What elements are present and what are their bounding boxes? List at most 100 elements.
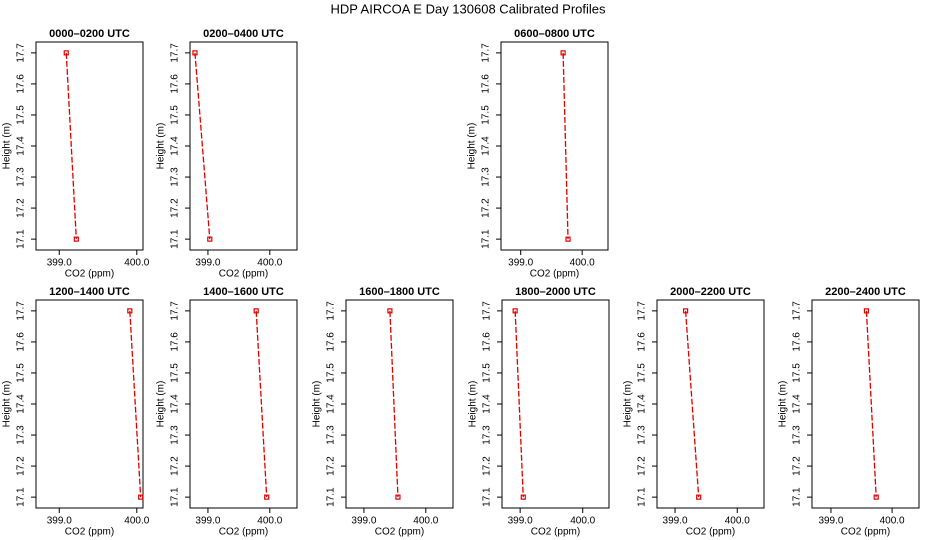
y-axis-label: Height (m) [2, 123, 13, 170]
y-axis-label: Height (m) [2, 381, 13, 428]
y-tick-label: 17.6 [637, 332, 648, 352]
panel: 1600–1800 UTC CO2 (ppm) Height (m) 399.0 400… [312, 286, 454, 538]
x-axis-label: CO2 (ppm) [375, 527, 424, 538]
data-point [512, 308, 518, 314]
y-tick-label: 17.5 [326, 363, 337, 383]
x-tick-label: 399.0 [47, 258, 72, 269]
y-axis-label: Height (m) [156, 123, 167, 170]
data-point [73, 236, 79, 242]
y-tick-label: 17.3 [170, 425, 181, 445]
y-tick-label: 17.2 [170, 456, 181, 476]
data-point [253, 308, 259, 314]
panel: 1200–1400 UTC CO2 (ppm) Height (m) 399.0 400… [2, 286, 150, 538]
panel-title: 1400–1600 UTC [203, 286, 284, 298]
figure-title: HDP AIRCOA E Day 130608 Calibrated Profi… [330, 1, 606, 16]
y-tick-label: 17.6 [170, 332, 181, 352]
panel: 0200–0400 UTC CO2 (ppm) Height (m) 399.0 400… [156, 28, 298, 280]
panel-title: 1600–1800 UTC [359, 286, 440, 298]
y-axis-label: Height (m) [312, 381, 323, 428]
x-axis-label: CO2 (ppm) [686, 527, 735, 538]
y-tick-label: 17.5 [16, 105, 27, 125]
y-tick-label: 17.4 [482, 394, 493, 414]
y-tick-label: 17.2 [326, 456, 337, 476]
y-tick-label: 17.5 [482, 363, 493, 383]
y-axis-label: Height (m) [156, 381, 167, 428]
data-point [192, 50, 198, 56]
panel-title: 0600–0800 UTC [514, 28, 595, 40]
panel-title: 0000–0200 UTC [49, 28, 130, 40]
y-tick-label: 17.7 [482, 301, 493, 321]
y-tick-label: 17.2 [16, 198, 27, 218]
data-point [696, 494, 702, 500]
x-tick-label: 400.0 [570, 258, 595, 269]
plot-frame [656, 299, 765, 509]
y-tick-label: 17.1 [16, 229, 27, 249]
data-point [63, 50, 69, 56]
profile-line [562, 52, 569, 240]
x-axis-label: CO2 (ppm) [219, 527, 268, 538]
panel: 2000–2200 UTC CO2 (ppm) Height (m) 399.0 400… [623, 286, 765, 538]
y-tick-label: 17.2 [170, 198, 181, 218]
panel: 0000–0200 UTC CO2 (ppm) Height (m) 399.0 400… [2, 28, 150, 280]
profile-line [684, 310, 700, 498]
panel-title: 1200–1400 UTC [49, 286, 130, 298]
plot-frame [811, 299, 920, 509]
y-tick-label: 17.6 [16, 74, 27, 94]
profile-line [255, 310, 268, 498]
y-tick-label: 17.2 [637, 456, 648, 476]
x-tick-label: 400.0 [257, 258, 282, 269]
y-tick-label: 17.4 [326, 394, 337, 414]
y-tick-label: 17.4 [792, 394, 803, 414]
x-tick-label: 400.0 [725, 516, 750, 527]
y-tick-label: 17.7 [637, 301, 648, 321]
x-tick-label: 400.0 [124, 516, 149, 527]
y-axis-label: Height (m) [623, 381, 634, 428]
data-point [127, 308, 133, 314]
profile-line [514, 310, 524, 498]
data-point [560, 50, 566, 56]
x-tick-label: 399.0 [508, 258, 533, 269]
profile-line [865, 310, 877, 498]
plot-frame [35, 299, 144, 509]
y-tick-label: 17.6 [481, 74, 492, 94]
y-axis-label: Height (m) [468, 381, 479, 428]
data-point [387, 308, 393, 314]
y-tick-label: 17.7 [326, 301, 337, 321]
x-tick-label: 400.0 [124, 258, 149, 269]
profile-line [194, 52, 211, 240]
y-tick-label: 17.4 [481, 136, 492, 156]
profile-line [65, 52, 77, 240]
y-axis-label: Height (m) [778, 381, 789, 428]
y-tick-label: 17.4 [16, 136, 27, 156]
y-tick-label: 17.7 [16, 43, 27, 63]
y-tick-label: 17.3 [637, 425, 648, 445]
y-tick-label: 17.4 [170, 394, 181, 414]
y-tick-label: 17.3 [170, 167, 181, 187]
y-tick-label: 17.6 [482, 332, 493, 352]
profile-line [389, 310, 399, 498]
x-tick-label: 399.0 [508, 516, 533, 527]
panel-title: 1800–2000 UTC [515, 286, 596, 298]
y-tick-label: 17.1 [170, 487, 181, 507]
plot-frame [189, 41, 298, 251]
y-tick-label: 17.3 [482, 425, 493, 445]
plot-frame [345, 299, 454, 509]
y-tick-label: 17.2 [792, 456, 803, 476]
plot-frame [501, 299, 610, 509]
y-tick-label: 17.6 [170, 74, 181, 94]
y-axis-label: Height (m) [467, 123, 478, 170]
data-point [565, 236, 571, 242]
y-tick-label: 17.1 [481, 229, 492, 249]
x-tick-label: 400.0 [413, 516, 438, 527]
profile-line [129, 310, 142, 498]
y-tick-label: 17.4 [637, 394, 648, 414]
y-tick-label: 17.6 [326, 332, 337, 352]
x-axis-label: CO2 (ppm) [65, 527, 114, 538]
y-tick-label: 17.7 [792, 301, 803, 321]
y-tick-label: 17.2 [16, 456, 27, 476]
x-tick-label: 399.0 [195, 516, 220, 527]
panel-title: 0200–0400 UTC [203, 28, 284, 40]
y-tick-label: 17.5 [16, 363, 27, 383]
panel-title: 2000–2200 UTC [670, 286, 751, 298]
